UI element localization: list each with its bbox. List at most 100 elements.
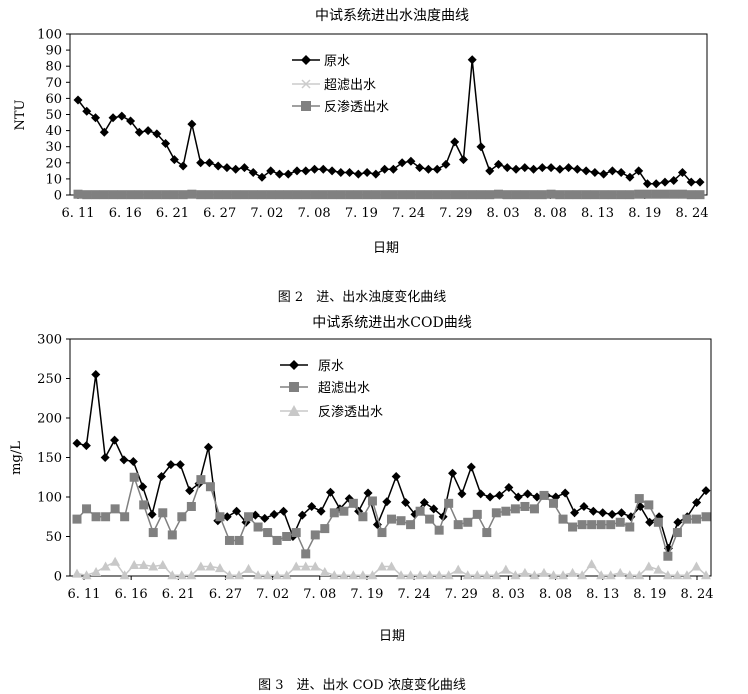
- data-point: [605, 570, 616, 580]
- data-point: [310, 190, 320, 200]
- data-point: [161, 138, 171, 148]
- y-tick-label: 50: [45, 530, 62, 545]
- data-point: [682, 514, 692, 524]
- y-tick-label: 10: [45, 172, 62, 187]
- y-tick-label: 250: [37, 372, 62, 387]
- data-point: [388, 190, 398, 200]
- data-point: [432, 164, 442, 174]
- data-point: [448, 468, 458, 478]
- data-point: [599, 169, 609, 179]
- data-point: [485, 190, 495, 200]
- data-point: [444, 498, 454, 508]
- y-tick-label: 20: [45, 156, 62, 171]
- data-point: [577, 520, 587, 530]
- data-point: [101, 512, 111, 522]
- data-point: [391, 471, 401, 481]
- data-point: [110, 435, 120, 445]
- data-point: [607, 509, 617, 519]
- data-point: [691, 561, 702, 571]
- data-point: [520, 163, 530, 173]
- data-point: [253, 522, 263, 532]
- data-point: [239, 190, 249, 200]
- data-point: [660, 177, 670, 187]
- data-point: [310, 164, 320, 174]
- data-point: [419, 498, 429, 508]
- data-point: [546, 163, 556, 173]
- data-point: [415, 163, 425, 173]
- data-point: [406, 190, 416, 200]
- data-point: [301, 190, 311, 200]
- data-point: [117, 111, 127, 121]
- data-point: [203, 442, 213, 452]
- data-point: [129, 472, 139, 482]
- data-point: [148, 561, 159, 571]
- data-point: [634, 494, 644, 504]
- data-point: [476, 190, 486, 200]
- data-point: [406, 156, 416, 166]
- data-point: [634, 570, 645, 580]
- data-point: [686, 190, 696, 200]
- data-point: [691, 514, 701, 524]
- data-point: [401, 498, 411, 508]
- data-point: [138, 559, 149, 569]
- data-point: [599, 190, 609, 200]
- data-point: [367, 570, 378, 580]
- data-point: [187, 189, 197, 199]
- x-tick-label: 8. 24: [680, 587, 713, 602]
- data-point: [581, 166, 591, 176]
- data-point: [502, 163, 512, 173]
- data-point: [458, 190, 468, 200]
- data-point: [91, 370, 101, 380]
- data-point: [564, 163, 574, 173]
- data-point: [537, 163, 547, 173]
- x-tick-label: 7. 19: [345, 206, 378, 221]
- data-point: [318, 190, 328, 200]
- data-point: [234, 535, 244, 545]
- cod-chart: 中试系统进出水COD曲线 0 50 100 150 200 250 300 6. 11 6. …: [9, 315, 714, 693]
- diamond-marker-icon: [301, 55, 311, 65]
- data-point: [196, 475, 206, 485]
- data-point: [397, 158, 407, 168]
- data-point: [485, 492, 495, 502]
- data-point: [560, 488, 570, 498]
- data-point: [577, 570, 588, 580]
- triangle-marker-icon: [288, 405, 300, 416]
- data-point: [424, 570, 435, 580]
- y-tick-label: 0: [54, 570, 62, 585]
- data-point: [318, 164, 328, 174]
- legend-label: 超滤出水: [318, 381, 370, 396]
- data-point: [546, 189, 556, 199]
- x-marker-icon: [301, 79, 311, 89]
- data-point: [590, 167, 600, 177]
- data-point: [82, 504, 92, 514]
- y-tick-label: 40: [45, 124, 62, 139]
- data-point: [362, 190, 372, 200]
- data-point: [147, 509, 157, 519]
- data-point: [558, 514, 568, 524]
- data-point: [292, 190, 302, 200]
- data-point: [222, 190, 232, 200]
- x-tick-label: 7. 08: [303, 587, 336, 602]
- data-point: [519, 567, 530, 577]
- data-point: [523, 489, 533, 499]
- square-marker-icon: [301, 101, 311, 111]
- data-point: [169, 155, 179, 165]
- data-point: [458, 155, 468, 165]
- data-point: [466, 462, 476, 472]
- data-point: [134, 127, 144, 137]
- data-point: [367, 496, 377, 506]
- data-point: [415, 190, 425, 200]
- data-point: [266, 190, 276, 200]
- data-point: [152, 190, 162, 200]
- y-tick-label: 200: [37, 412, 62, 427]
- data-point: [701, 512, 711, 522]
- data-point: [555, 164, 565, 174]
- data-point: [157, 559, 168, 569]
- data-point: [110, 556, 121, 566]
- data-point: [457, 489, 467, 499]
- data-point: [653, 564, 664, 574]
- data-point: [224, 535, 234, 545]
- data-point: [441, 190, 451, 200]
- data-point: [567, 567, 578, 577]
- x-axis-label: 日期: [373, 241, 399, 256]
